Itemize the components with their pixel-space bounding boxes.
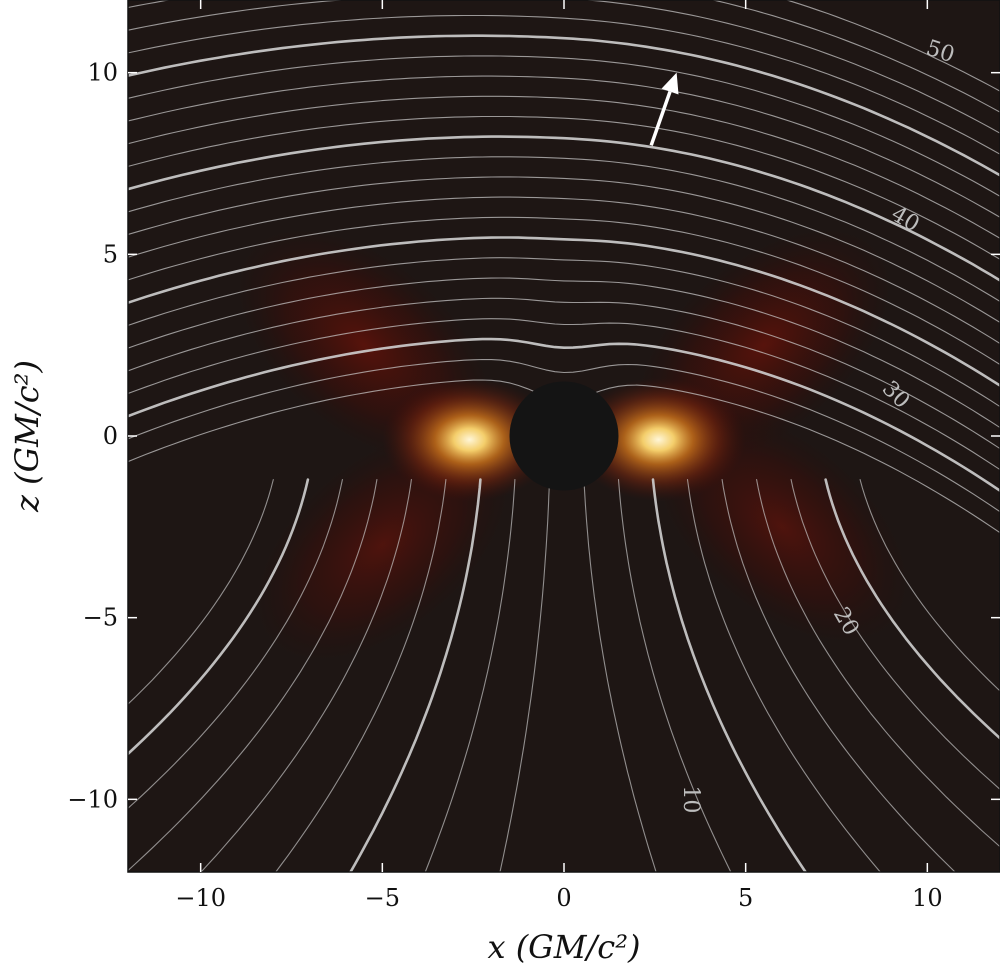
field-line-lower-13 <box>721 479 956 872</box>
field-line-upper-2 <box>128 337 1000 493</box>
field-line-upper-20 <box>128 0 1000 113</box>
emission-hotspot-layer <box>382 377 746 502</box>
field-line-lower-10 <box>617 479 732 872</box>
field-line-upper-21 <box>785 0 1000 92</box>
field-line-lower-1 <box>128 478 310 756</box>
y-axis-ticks: 10 5 0 −5 −10 <box>67 59 1000 813</box>
y-tick-label: −5 <box>83 604 118 632</box>
field-line-upper-10 <box>128 176 1000 324</box>
y-tick-label: −10 <box>67 785 118 813</box>
field-line-lower-15 <box>790 479 1000 791</box>
x-tick-label: 10 <box>912 884 943 912</box>
field-line-lower-8 <box>499 479 551 872</box>
field-line-upper-17 <box>128 34 1000 177</box>
y-tick-label: 5 <box>103 240 118 268</box>
field-line-lower-2 <box>128 479 343 809</box>
field-line-upper-8 <box>128 216 1000 366</box>
x-tick-label: −5 <box>365 884 400 912</box>
arrow-head <box>661 72 679 95</box>
field-line-lower-4 <box>200 479 412 872</box>
field-line-lower-0 <box>128 479 274 705</box>
field-line-lower-7 <box>424 479 516 872</box>
field-line-upper-13 <box>128 115 1000 260</box>
emission-hotspot-0 <box>382 377 557 502</box>
field-line-upper-6 <box>128 257 1000 408</box>
x-tick-label: −10 <box>175 884 226 912</box>
field-line-lower-9 <box>583 479 657 872</box>
x-tick-label: 0 <box>556 884 571 912</box>
direction-arrow <box>649 72 679 146</box>
magnetic-field-lines <box>128 0 1000 872</box>
field-line-lower-17 <box>859 479 1000 692</box>
y-axis-label: z (GM/c²) <box>8 360 46 513</box>
field-line-upper-18 <box>128 14 1000 155</box>
field-line-upper-5 <box>128 277 1000 429</box>
field-line-upper-15 <box>128 75 1000 218</box>
field-line-upper-11 <box>128 156 1000 303</box>
x-axis-ticks: −10 −5 0 5 10 <box>175 0 943 912</box>
contour-label-10: 10 <box>678 785 703 813</box>
arrow-shaft <box>649 90 672 146</box>
field-line-lower-16 <box>824 478 1000 740</box>
field-line-lower-5 <box>275 479 447 872</box>
field-line-upper-9 <box>128 196 1000 345</box>
y-tick-label: 0 <box>103 422 118 450</box>
field-line-upper-12 <box>128 135 1000 282</box>
field-line-lower-3 <box>128 479 378 872</box>
field-line-lower-11 <box>651 478 808 872</box>
x-axis-label: x (GM/c²) <box>487 928 640 966</box>
field-line-upper-4 <box>128 297 1000 450</box>
field-line-upper-19 <box>128 0 1000 134</box>
field-line-lower-14 <box>756 479 1000 848</box>
emission-hotspot-1 <box>571 377 746 502</box>
field-line-upper-16 <box>128 55 1000 197</box>
field-line-upper-14 <box>128 95 1000 239</box>
field-line-upper-3 <box>128 318 1000 471</box>
field-line-upper-7 <box>128 236 1000 388</box>
x-tick-label: 5 <box>738 884 753 912</box>
black-hole-disk <box>509 381 619 491</box>
field-line-lower-12 <box>686 479 881 872</box>
field-line-lower-6 <box>349 478 482 872</box>
y-tick-label: 10 <box>87 59 118 87</box>
field-line-upper-1 <box>128 358 1000 513</box>
